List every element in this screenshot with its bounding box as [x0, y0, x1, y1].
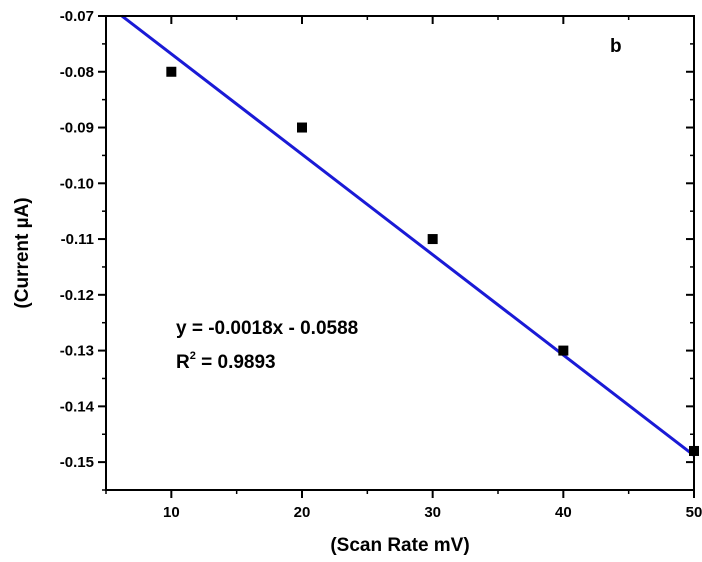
x-tick-label: 30	[424, 504, 441, 521]
data-point	[427, 234, 438, 245]
y-tick-label: -0.11	[61, 231, 94, 248]
r-squared-value: = 0.9893	[196, 352, 276, 373]
y-tick-label: -0.07	[60, 8, 94, 25]
y-tick-label: -0.15	[60, 454, 94, 471]
panel-label: b	[610, 36, 622, 57]
r-squared-prefix: R	[176, 352, 190, 373]
y-axis-ticks: -0.07 -0.08 -0.09 -0.10 -0.11 -0.12 -0.13 -0.14…	[60, 8, 694, 491]
data-point	[558, 345, 569, 356]
y-axis-title: (Current µA)	[12, 197, 33, 308]
y-tick-label: -0.09	[60, 120, 94, 137]
y-tick-label: -0.14	[60, 398, 95, 415]
x-tick-label: 40	[555, 504, 572, 521]
data-point	[297, 122, 307, 133]
fit-equation: y = -0.0018x - 0.0588	[176, 318, 358, 339]
x-tick-label: 10	[163, 504, 180, 521]
x-tick-label: 50	[686, 504, 702, 521]
r-squared-label: R2 = 0.9893	[176, 350, 276, 373]
x-axis-title: (Scan Rate mV)	[330, 535, 469, 556]
r-squared-superscript: 2	[190, 350, 196, 362]
fit-line	[121, 14, 695, 457]
y-tick-label: -0.12	[60, 287, 94, 304]
y-tick-label: -0.13	[60, 343, 94, 360]
y-tick-label: -0.10	[60, 175, 94, 192]
x-tick-label: 20	[294, 504, 311, 521]
x-axis-ticks: 10 20 30 40 50	[105, 16, 702, 521]
fit-line-group	[121, 14, 695, 457]
y-tick-label: -0.08	[60, 64, 94, 81]
data-point	[166, 66, 177, 77]
plot-frame	[105, 15, 695, 491]
